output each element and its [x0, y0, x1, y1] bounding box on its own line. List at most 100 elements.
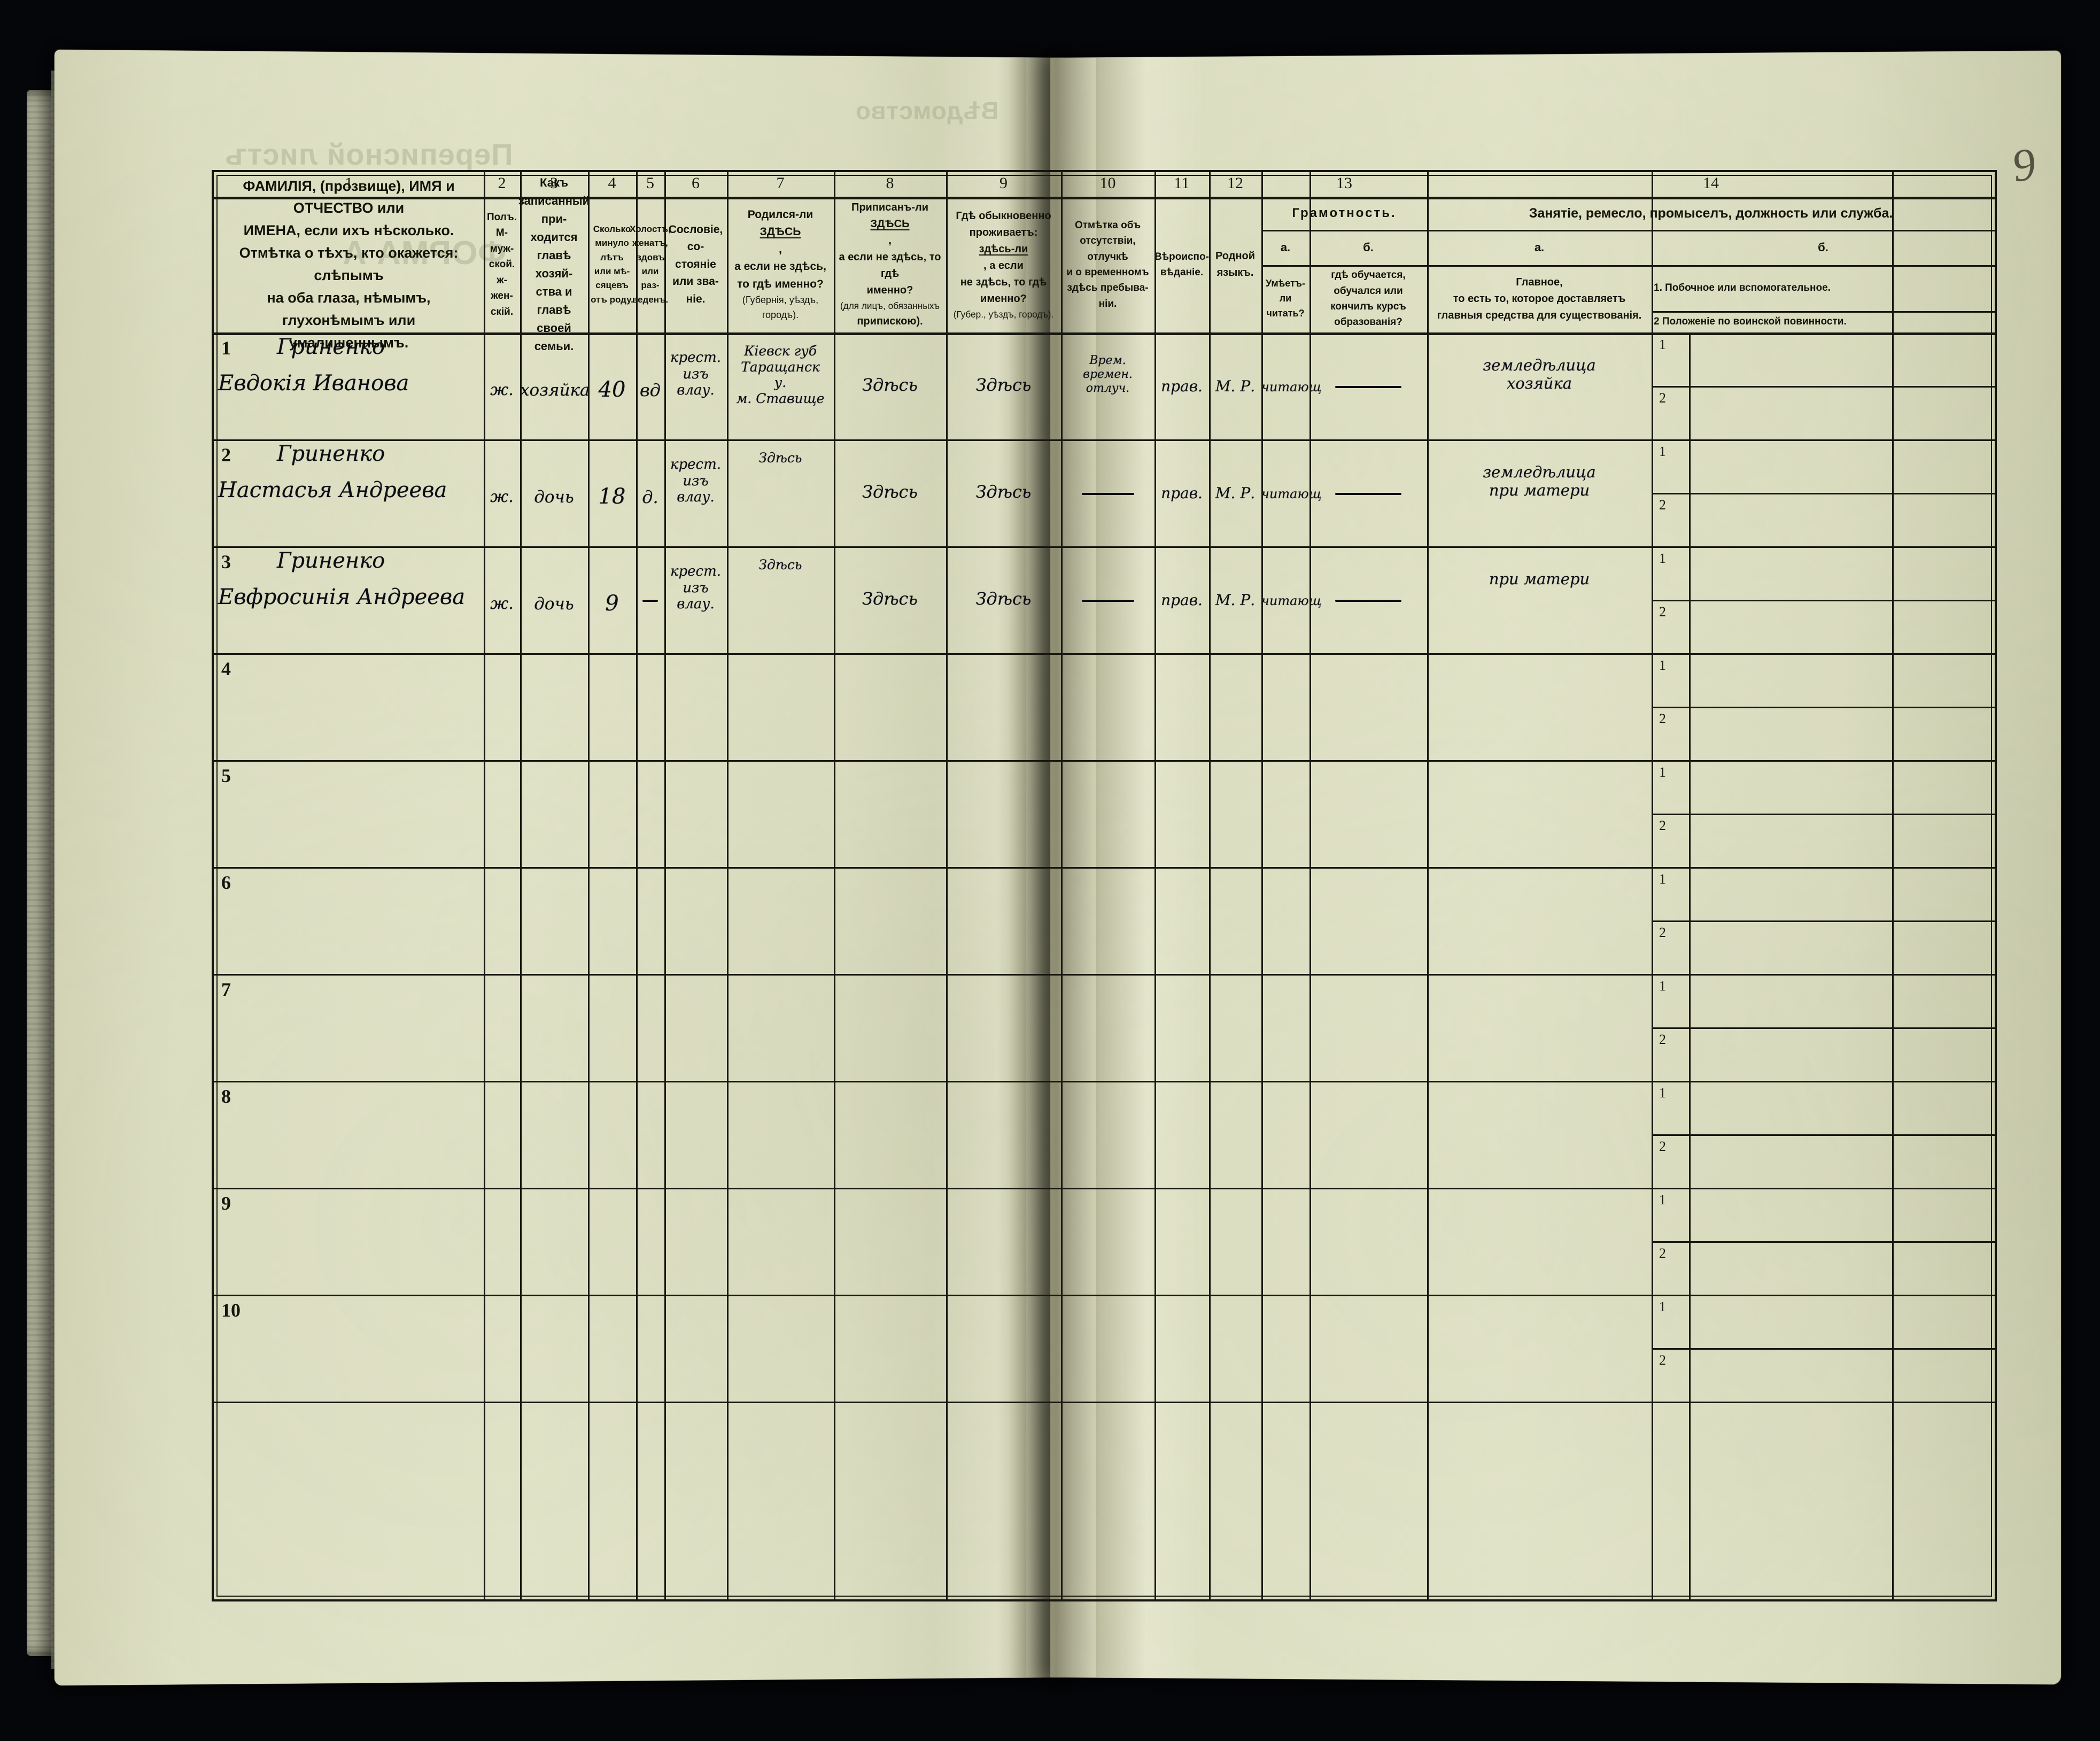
cell-surname: Гриненко — [277, 335, 385, 359]
subrow-label-1-1: 1 — [1659, 337, 1666, 352]
column-number-9: 9 — [999, 174, 1008, 192]
subrow-label-5-2: 2 — [1659, 818, 1666, 833]
cell-registered: Здѣсь — [862, 375, 918, 395]
row-number-9: 9 — [221, 1193, 231, 1214]
column-number-7: 7 — [776, 174, 785, 192]
cell-relation: дочь — [534, 594, 574, 614]
row-number-3: 3 — [221, 551, 231, 572]
header-col-13-title: Грамотность. — [1292, 206, 1397, 221]
cell-literate: читающ — [1261, 486, 1322, 501]
header-col-8: Приписанъ-ли ЗДѢСЬ, а если не здѣсь, то г… — [839, 202, 941, 327]
header-col-14-title: Занятіе, ремесло, промыселъ, должность и… — [1529, 205, 1893, 221]
cell-dash-absence — [1081, 493, 1134, 495]
cell-estate: крест. изъ влау. — [670, 350, 722, 399]
column-number-3: 3 — [550, 174, 558, 192]
subrow-label-5-1: 1 — [1659, 764, 1666, 780]
row-number-6: 6 — [221, 872, 231, 893]
cell-surname: Гриненко — [277, 548, 385, 573]
cell-marital: вд — [640, 380, 661, 400]
column-number-12: 12 — [1227, 174, 1243, 192]
row-number-4: 4 — [221, 658, 231, 679]
cell-residence: Здѣсь — [975, 375, 1032, 395]
cell-age: 18 — [598, 484, 626, 509]
cell-residence: Здѣсь — [975, 482, 1032, 502]
subrow-label-2-2: 2 — [1659, 497, 1666, 513]
header-col-3: Какъ записанный при-ходится главѣ хозяй-… — [518, 175, 590, 353]
header-col-4: Сколько минуло лѣтъ или мѣ-сяцевъ отъ роду. — [591, 223, 633, 305]
cell-birthplace: Здѣсь — [758, 450, 802, 466]
cell-sex: ж. — [490, 488, 514, 506]
cell-relation: хозяйка — [520, 381, 590, 400]
subrow-label-8-2: 2 — [1659, 1139, 1666, 1154]
cell-sex: ж. — [490, 594, 514, 613]
column-number-5: 5 — [646, 174, 654, 192]
cell-literate: читающ — [1261, 380, 1322, 394]
cell-given-name: Евфросинія Андреева — [218, 585, 466, 609]
subrow-label-9-1: 1 — [1659, 1192, 1666, 1208]
cell-dash-marital — [642, 600, 658, 602]
cell-birthplace: Здѣсь — [758, 557, 802, 572]
cell-religion: прав. — [1161, 484, 1203, 502]
cell-age: 40 — [598, 377, 626, 402]
subrow-label-1-2: 2 — [1659, 390, 1666, 406]
cell-religion: прав. — [1161, 591, 1203, 609]
row-number-1: 1 — [221, 337, 231, 359]
subrow-label-10-2: 2 — [1659, 1352, 1666, 1368]
header-col-13b: гдѣ обучается, обучался или кончилъ курсъ о… — [1330, 269, 1406, 328]
subrow-label-6-2: 2 — [1659, 925, 1666, 940]
column-number-1: 1 — [345, 174, 353, 192]
header-col-14b-1: 1. Побочное или вспомогательное. — [1654, 282, 1831, 294]
header-col-11: Вѣроиспо-вѣданіе. — [1154, 251, 1209, 278]
cell-given-name: Евдокія Иванова — [218, 371, 409, 396]
cell-dash-education — [1335, 600, 1401, 602]
cell-language: М. Р. — [1215, 591, 1256, 609]
cell-absence: Врем. времен. отлуч. — [1083, 354, 1133, 395]
subrow-label-8-1: 1 — [1659, 1085, 1666, 1101]
cell-relation: дочь — [534, 488, 574, 507]
column-number-4: 4 — [608, 174, 616, 192]
subrow-label-6-1: 1 — [1659, 871, 1666, 887]
cell-occupation_main: земледѣлица при матери — [1483, 463, 1596, 500]
header-col-1: ФАМИЛІЯ, (прозвище), ИМЯ и ОТЧЕСТВО или И… — [239, 177, 459, 351]
header-col-14b-letter: б. — [1818, 240, 1828, 254]
subrow-label-7-1: 1 — [1659, 978, 1666, 994]
cell-literate: читающ — [1261, 593, 1322, 608]
cell-birthplace: Кіевск губ Таращанск у. м. Ставище — [736, 343, 825, 406]
cell-given-name: Настасья Андреева — [218, 478, 447, 502]
row-number-5: 5 — [221, 765, 231, 786]
header-col-12: Родной языкъ. — [1215, 250, 1256, 278]
cell-dash-education — [1335, 386, 1401, 388]
header-col-14b-2: 2 Положеніе по воинской повинности. — [1654, 316, 1847, 328]
cell-occupation_main: земледѣлица хозяйка — [1483, 356, 1596, 393]
column-number-11: 11 — [1174, 174, 1190, 192]
subrow-label-10-1: 1 — [1659, 1299, 1666, 1314]
column-number-13: 13 — [1336, 174, 1352, 192]
cell-occupation_main: при матери — [1489, 570, 1590, 588]
row-number-7: 7 — [221, 979, 231, 1000]
header-col-13a: Умѣетъ-ли читать? — [1266, 278, 1305, 319]
header-col-13a-letter: а. — [1280, 240, 1291, 254]
column-number-strip: 1 2 3 4 5 6 7 8 9 10 11 12 13 14 — [214, 172, 1995, 197]
cell-estate: крест. изъ влау. — [670, 456, 722, 506]
cell-dash-absence — [1081, 600, 1134, 602]
cell-language: М. Р. — [1215, 377, 1256, 395]
row-number-8: 8 — [221, 1086, 231, 1107]
header-col-14a-letter: а. — [1534, 240, 1545, 254]
header-col-13b-letter: б. — [1363, 240, 1374, 254]
cell-registered: Здѣсь — [862, 589, 918, 609]
subrow-label-2-1: 1 — [1659, 444, 1666, 459]
row-number-2: 2 — [221, 444, 231, 466]
header-col-14a: Главное, то есть то, которое доставляетъ г… — [1437, 276, 1642, 321]
cell-sex: ж. — [490, 381, 514, 399]
column-number-10: 10 — [1099, 174, 1116, 192]
cell-surname: Гриненко — [277, 442, 385, 466]
column-number-2: 2 — [498, 174, 506, 192]
header-col-2: Полъ. М-муж-ской. ж-жен-скій. — [487, 211, 517, 318]
census-table: 1 2 3 4 5 6 7 8 9 10 11 12 13 14 ФАМИЛІЯ, (прозвище),… — [212, 170, 1997, 1601]
cell-registered: Здѣсь — [862, 482, 918, 502]
subrow-label-4-2: 2 — [1659, 711, 1666, 726]
header-col-9: Гдѣ обыкновенно проживаетъ: здѣсь-ли, а ес… — [953, 210, 1054, 320]
subrow-label-3-2: 2 — [1659, 604, 1666, 620]
subrow-label-9-2: 2 — [1659, 1245, 1666, 1261]
